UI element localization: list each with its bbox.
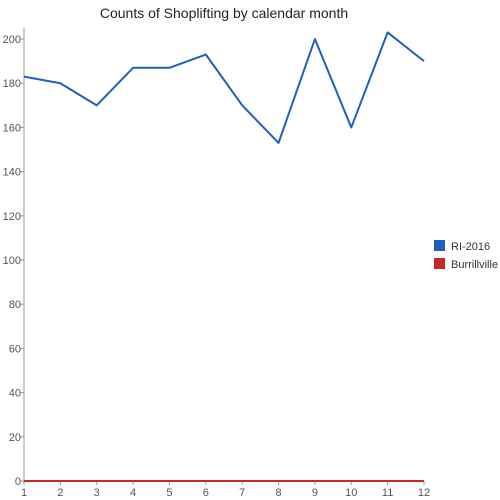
legend-swatch xyxy=(434,240,445,251)
legend-label: RI-2016 xyxy=(451,241,490,253)
y-tick-label: 40 xyxy=(9,388,21,400)
x-tick-label: 4 xyxy=(130,487,136,499)
x-tick-label: 9 xyxy=(312,487,318,499)
y-tick-label: 160 xyxy=(3,122,21,134)
x-axis: 1 2 3 4 5 6 7 8 9 10 11 12 xyxy=(21,480,430,499)
x-tick-label: 2 xyxy=(57,487,63,499)
x-tick-label: 12 xyxy=(418,487,430,499)
legend-swatch xyxy=(434,258,445,269)
series-line-0 xyxy=(23,31,425,144)
y-tick-label: 60 xyxy=(9,343,21,355)
series-layer xyxy=(23,31,425,482)
y-tick-label: 200 xyxy=(3,34,21,46)
x-tick-label: 8 xyxy=(275,487,281,499)
legend-label: Burrillville xyxy=(451,259,498,271)
x-tick-label: 7 xyxy=(239,487,245,499)
y-tick-label: 180 xyxy=(3,78,21,90)
chart-title: Counts of Shoplifting by calendar month xyxy=(100,5,348,21)
y-tick-label: 20 xyxy=(9,432,21,444)
x-tick-label: 3 xyxy=(94,487,100,499)
x-tick-label: 5 xyxy=(166,487,172,499)
y-axis: 0 20 40 60 80 100 120 140 160 180 200 xyxy=(3,28,25,488)
x-tick-label: 6 xyxy=(203,487,209,499)
x-tick-label: 1 xyxy=(21,487,27,499)
x-tick-label: 10 xyxy=(345,487,357,499)
y-tick-label: 100 xyxy=(3,255,21,267)
y-tick-label: 140 xyxy=(3,167,21,179)
x-tick-label: 11 xyxy=(382,487,393,499)
y-tick-label: 0 xyxy=(15,476,21,488)
legend: RI-2016 Burrillville xyxy=(434,240,498,271)
y-tick-label: 120 xyxy=(3,211,21,223)
y-tick-label: 80 xyxy=(9,299,21,311)
